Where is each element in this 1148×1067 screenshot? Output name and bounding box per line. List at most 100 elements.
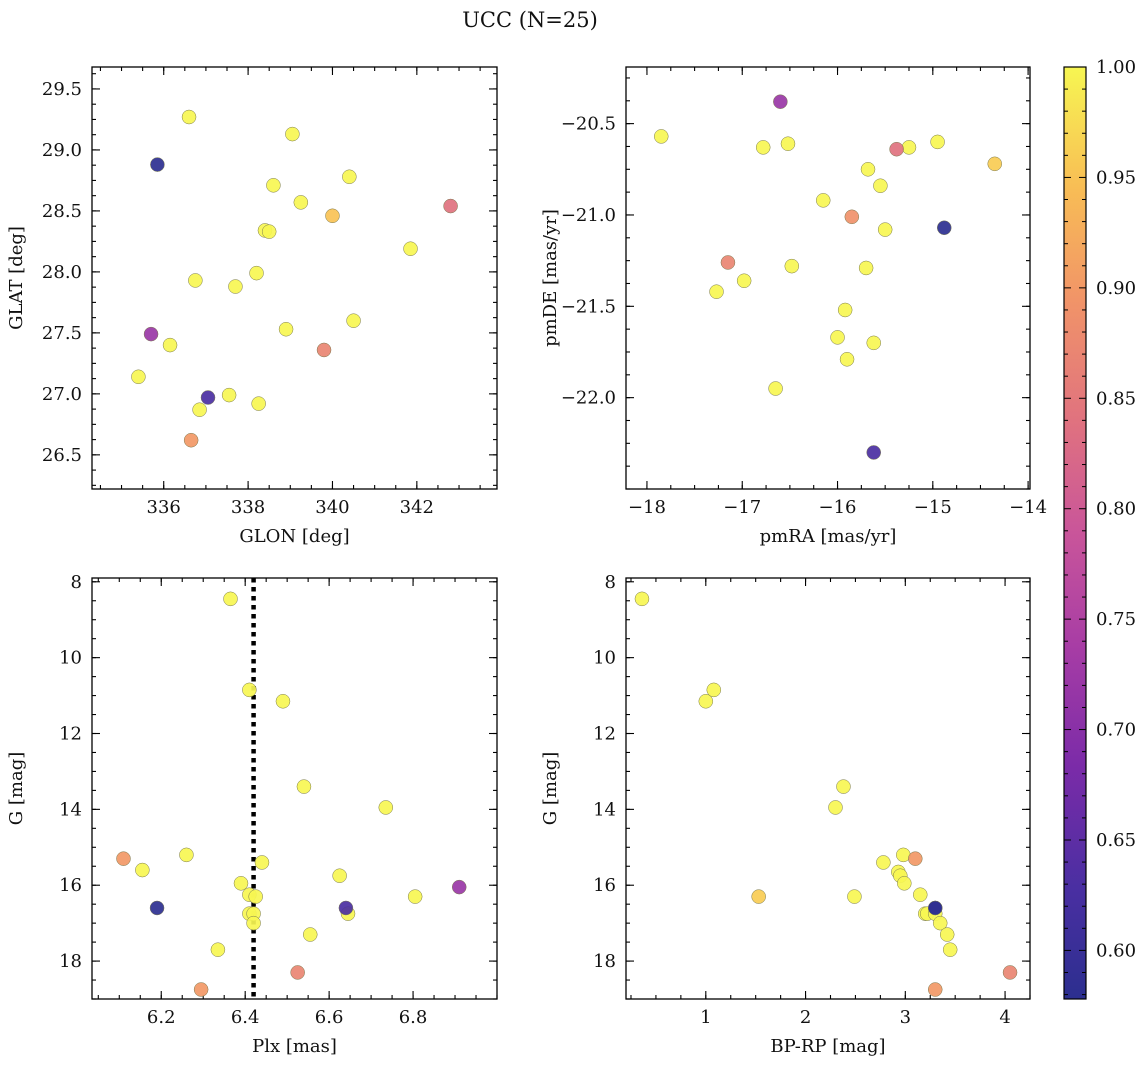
data-point (706, 682, 722, 698)
data-point (755, 140, 771, 155)
y-tick-label: 29.0 (42, 140, 82, 161)
data-point (847, 889, 862, 904)
y-tick-label: 8 (605, 572, 616, 593)
colorbar-tick-label: 0.60 (1096, 940, 1136, 961)
x-tick-label: −16 (819, 497, 857, 518)
data-point (290, 965, 305, 980)
scatter-points (654, 94, 1002, 460)
y-tick-label: 10 (59, 648, 82, 669)
x-tick-label: 336 (147, 497, 181, 518)
data-point (451, 879, 467, 895)
x-tick-label: 4 (999, 1007, 1010, 1028)
y-axis-label: G [mag] (540, 752, 561, 825)
colorbar: 0.60 0.65 0.70 0.75 0.80 0.85 0.90 0.95 1.00 (1063, 57, 1136, 1000)
data-point (815, 193, 831, 208)
data-point (876, 855, 891, 870)
data-point (837, 302, 853, 318)
data-point (233, 876, 249, 891)
y-tick-label: 8 (71, 572, 82, 593)
data-point (768, 381, 783, 396)
data-point (773, 94, 788, 109)
colorbar-tick-label: 0.80 (1096, 499, 1136, 520)
data-point (179, 847, 194, 863)
y-axis-label: G [mag] (6, 752, 27, 825)
data-point (162, 337, 178, 353)
figure-title: UCC (N=25) (462, 8, 598, 32)
panel-plx-g: 6.2 6.4 6.6 6.8 8 10 12 14 16 18 Plx [mas] G [mag] (6, 572, 498, 1057)
scatter-points (131, 109, 458, 448)
data-point (378, 800, 394, 815)
data-point (249, 265, 264, 281)
y-tick-label: −20.5 (561, 114, 616, 135)
x-tick-label: 3 (900, 1007, 911, 1028)
data-point (443, 198, 458, 214)
x-tick-label: 342 (400, 497, 434, 518)
colorbar-tick-label: 0.70 (1096, 720, 1136, 741)
x-tick-label: 6.8 (399, 1007, 428, 1028)
data-point (987, 156, 1002, 172)
data-point (930, 134, 945, 150)
y-tick-label: 12 (59, 724, 82, 745)
y-tick-label: 10 (593, 648, 616, 669)
data-point (836, 779, 851, 794)
colorbar-tick-label: 0.65 (1096, 830, 1136, 851)
data-point (866, 335, 881, 351)
data-point (248, 889, 263, 904)
panel-glon-glat: 336 338 340 342 26.5 27.0 27.5 28.0 28.5 29.0 29.5… (6, 66, 498, 547)
axis-ticks (626, 578, 1031, 1000)
data-point (877, 222, 893, 237)
data-point (780, 136, 796, 151)
data-point (223, 591, 238, 607)
x-tick-label: −18 (628, 497, 666, 518)
data-point (200, 390, 216, 405)
y-tick-label: −22.0 (561, 388, 616, 409)
x-tick-label: 6.4 (231, 1007, 260, 1028)
y-tick-label: 27.0 (42, 384, 82, 405)
y-axis-label: pmDE [mas/yr] (540, 209, 561, 347)
y-tick-label: 18 (593, 951, 616, 972)
x-tick-label: 6.2 (147, 1007, 176, 1028)
data-point (285, 126, 300, 142)
colorbar-tick-label: 0.85 (1096, 388, 1136, 409)
data-point (338, 900, 354, 916)
y-tick-label: 14 (593, 799, 616, 820)
data-point (830, 330, 845, 345)
data-point (293, 195, 309, 210)
data-point (784, 258, 800, 274)
axes-frame (91, 66, 498, 490)
data-point (751, 889, 766, 904)
data-point (866, 445, 881, 460)
data-point (936, 220, 952, 236)
y-tick-label: −21.0 (561, 205, 616, 226)
data-point (193, 982, 209, 997)
data-point (242, 682, 257, 698)
data-point (913, 887, 928, 902)
data-point (261, 224, 277, 239)
data-point (839, 352, 855, 367)
data-point (181, 109, 197, 125)
data-point (897, 876, 912, 891)
y-tick-label: 12 (593, 724, 616, 745)
colorbar-tick-label: 1.00 (1096, 57, 1136, 78)
data-point (228, 279, 243, 294)
data-point (143, 326, 159, 342)
axes-frame (625, 577, 1031, 1000)
data-point (116, 851, 131, 866)
data-point (302, 927, 318, 942)
y-tick-label: 16 (593, 875, 616, 896)
data-point (135, 862, 150, 878)
x-axis-label: pmRA [mas/yr] (760, 526, 897, 547)
x-axis-label: GLON [deg] (239, 526, 349, 547)
x-tick-label: −14 (1009, 497, 1047, 518)
data-point (251, 396, 266, 411)
y-tick-label: 28.5 (42, 201, 82, 222)
data-point (908, 851, 923, 866)
scatter-points (116, 591, 467, 997)
data-point (266, 178, 281, 193)
data-point (634, 591, 650, 607)
y-axis-label: GLAT [deg] (6, 226, 27, 330)
colorbar-tick-label: 0.75 (1096, 609, 1136, 630)
data-point (654, 129, 669, 144)
y-tick-label: 18 (59, 951, 82, 972)
